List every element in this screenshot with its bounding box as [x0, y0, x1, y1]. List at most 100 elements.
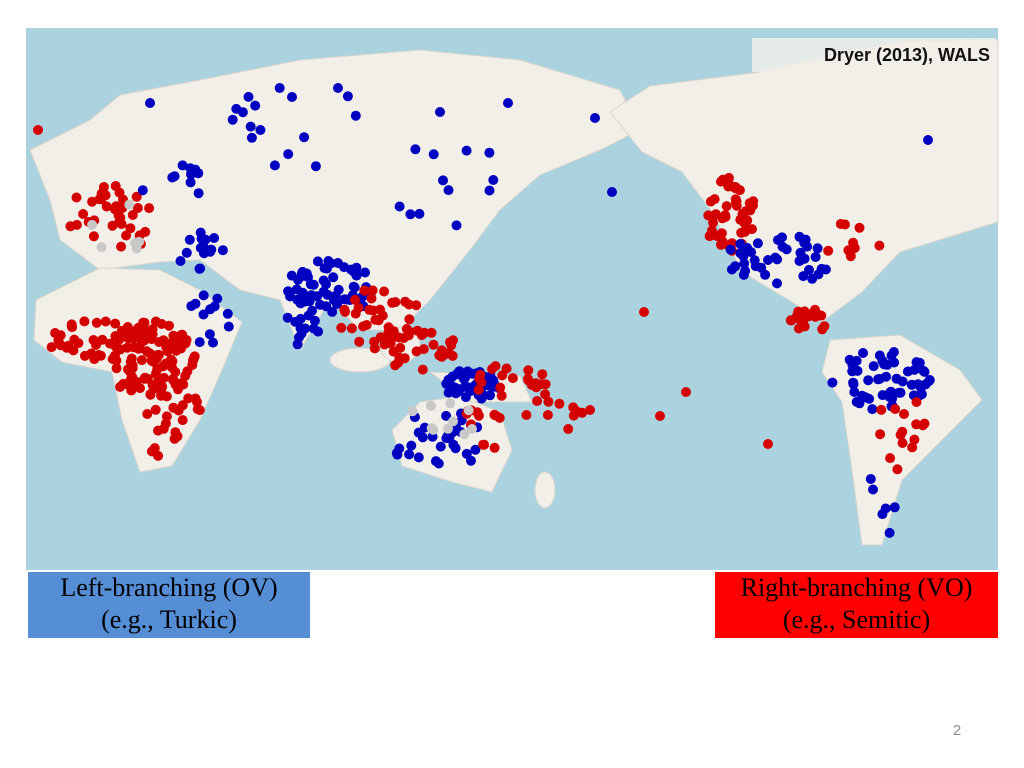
language-point	[131, 191, 142, 202]
language-point	[863, 375, 874, 386]
language-point	[639, 307, 649, 317]
language-point	[443, 423, 453, 434]
language-point	[537, 369, 548, 380]
language-point	[308, 323, 319, 334]
language-point	[205, 246, 216, 257]
language-point	[885, 453, 896, 464]
language-point	[848, 377, 859, 388]
language-point	[425, 400, 436, 411]
language-point	[283, 149, 294, 160]
language-point	[227, 114, 238, 125]
language-point	[150, 368, 161, 379]
language-point	[127, 329, 138, 340]
language-point	[88, 335, 99, 345]
language-point	[66, 321, 77, 332]
language-point	[403, 330, 414, 341]
language-point	[406, 440, 417, 451]
language-point	[745, 205, 756, 216]
language-point	[907, 442, 918, 453]
language-point	[918, 365, 929, 376]
language-point	[413, 452, 424, 463]
language-point	[568, 410, 579, 421]
language-point	[109, 350, 120, 361]
language-point	[860, 392, 871, 403]
language-point	[911, 397, 922, 407]
language-point	[710, 209, 721, 220]
language-point	[447, 350, 458, 361]
language-point	[250, 100, 261, 111]
language-point	[867, 404, 878, 415]
language-point	[454, 366, 465, 377]
language-point	[114, 334, 125, 345]
language-point	[101, 201, 112, 212]
language-point	[350, 110, 361, 121]
language-point	[147, 324, 158, 335]
language-point	[346, 323, 357, 334]
language-point	[332, 258, 343, 268]
language-point	[180, 371, 191, 381]
language-point	[445, 398, 456, 409]
language-point	[134, 343, 145, 354]
language-point	[802, 308, 813, 319]
language-point	[441, 410, 452, 421]
language-point	[435, 441, 446, 452]
language-point	[183, 393, 194, 404]
language-point	[142, 409, 153, 419]
language-point	[145, 389, 156, 400]
language-point	[323, 256, 334, 266]
language-point	[461, 145, 472, 156]
language-point	[175, 256, 186, 266]
language-point	[91, 317, 102, 328]
language-point	[747, 224, 757, 235]
language-point	[195, 242, 206, 253]
language-point	[823, 245, 834, 256]
language-point	[145, 348, 155, 359]
language-point	[706, 225, 717, 236]
language-point	[369, 343, 380, 354]
language-point	[793, 323, 804, 334]
source-bg	[752, 38, 996, 72]
language-point	[78, 209, 89, 219]
language-point	[725, 244, 736, 255]
language-point	[730, 182, 741, 192]
language-point	[411, 300, 422, 311]
language-point	[33, 125, 43, 135]
page-number: 2	[952, 722, 962, 739]
language-point	[876, 404, 887, 415]
language-point	[303, 272, 313, 283]
language-point	[816, 263, 827, 274]
language-point	[164, 320, 174, 331]
language-point	[342, 91, 353, 102]
language-point	[293, 274, 303, 285]
language-point	[105, 338, 115, 349]
language-point	[111, 363, 122, 374]
language-point	[310, 161, 321, 172]
language-point	[303, 310, 314, 321]
language-point	[543, 396, 554, 407]
language-point	[246, 132, 257, 143]
language-point	[849, 357, 860, 368]
language-point	[655, 411, 665, 421]
source-label: Dryer (2013), WALS	[824, 45, 990, 65]
language-point	[274, 83, 285, 93]
language-point	[532, 396, 543, 406]
language-point	[913, 379, 923, 390]
language-point	[503, 98, 513, 108]
language-point	[391, 448, 402, 459]
language-point	[735, 248, 746, 259]
language-point	[332, 299, 343, 309]
language-point	[79, 350, 90, 361]
language-point	[731, 200, 742, 211]
language-point	[138, 317, 149, 328]
language-point	[185, 177, 196, 188]
language-point	[875, 429, 886, 440]
language-point	[812, 243, 823, 254]
language-point	[748, 196, 759, 207]
language-point	[736, 227, 747, 238]
language-point	[137, 185, 148, 196]
language-point	[327, 306, 338, 317]
language-point	[367, 285, 378, 296]
language-point	[184, 234, 195, 245]
eurasia	[29, 49, 641, 352]
